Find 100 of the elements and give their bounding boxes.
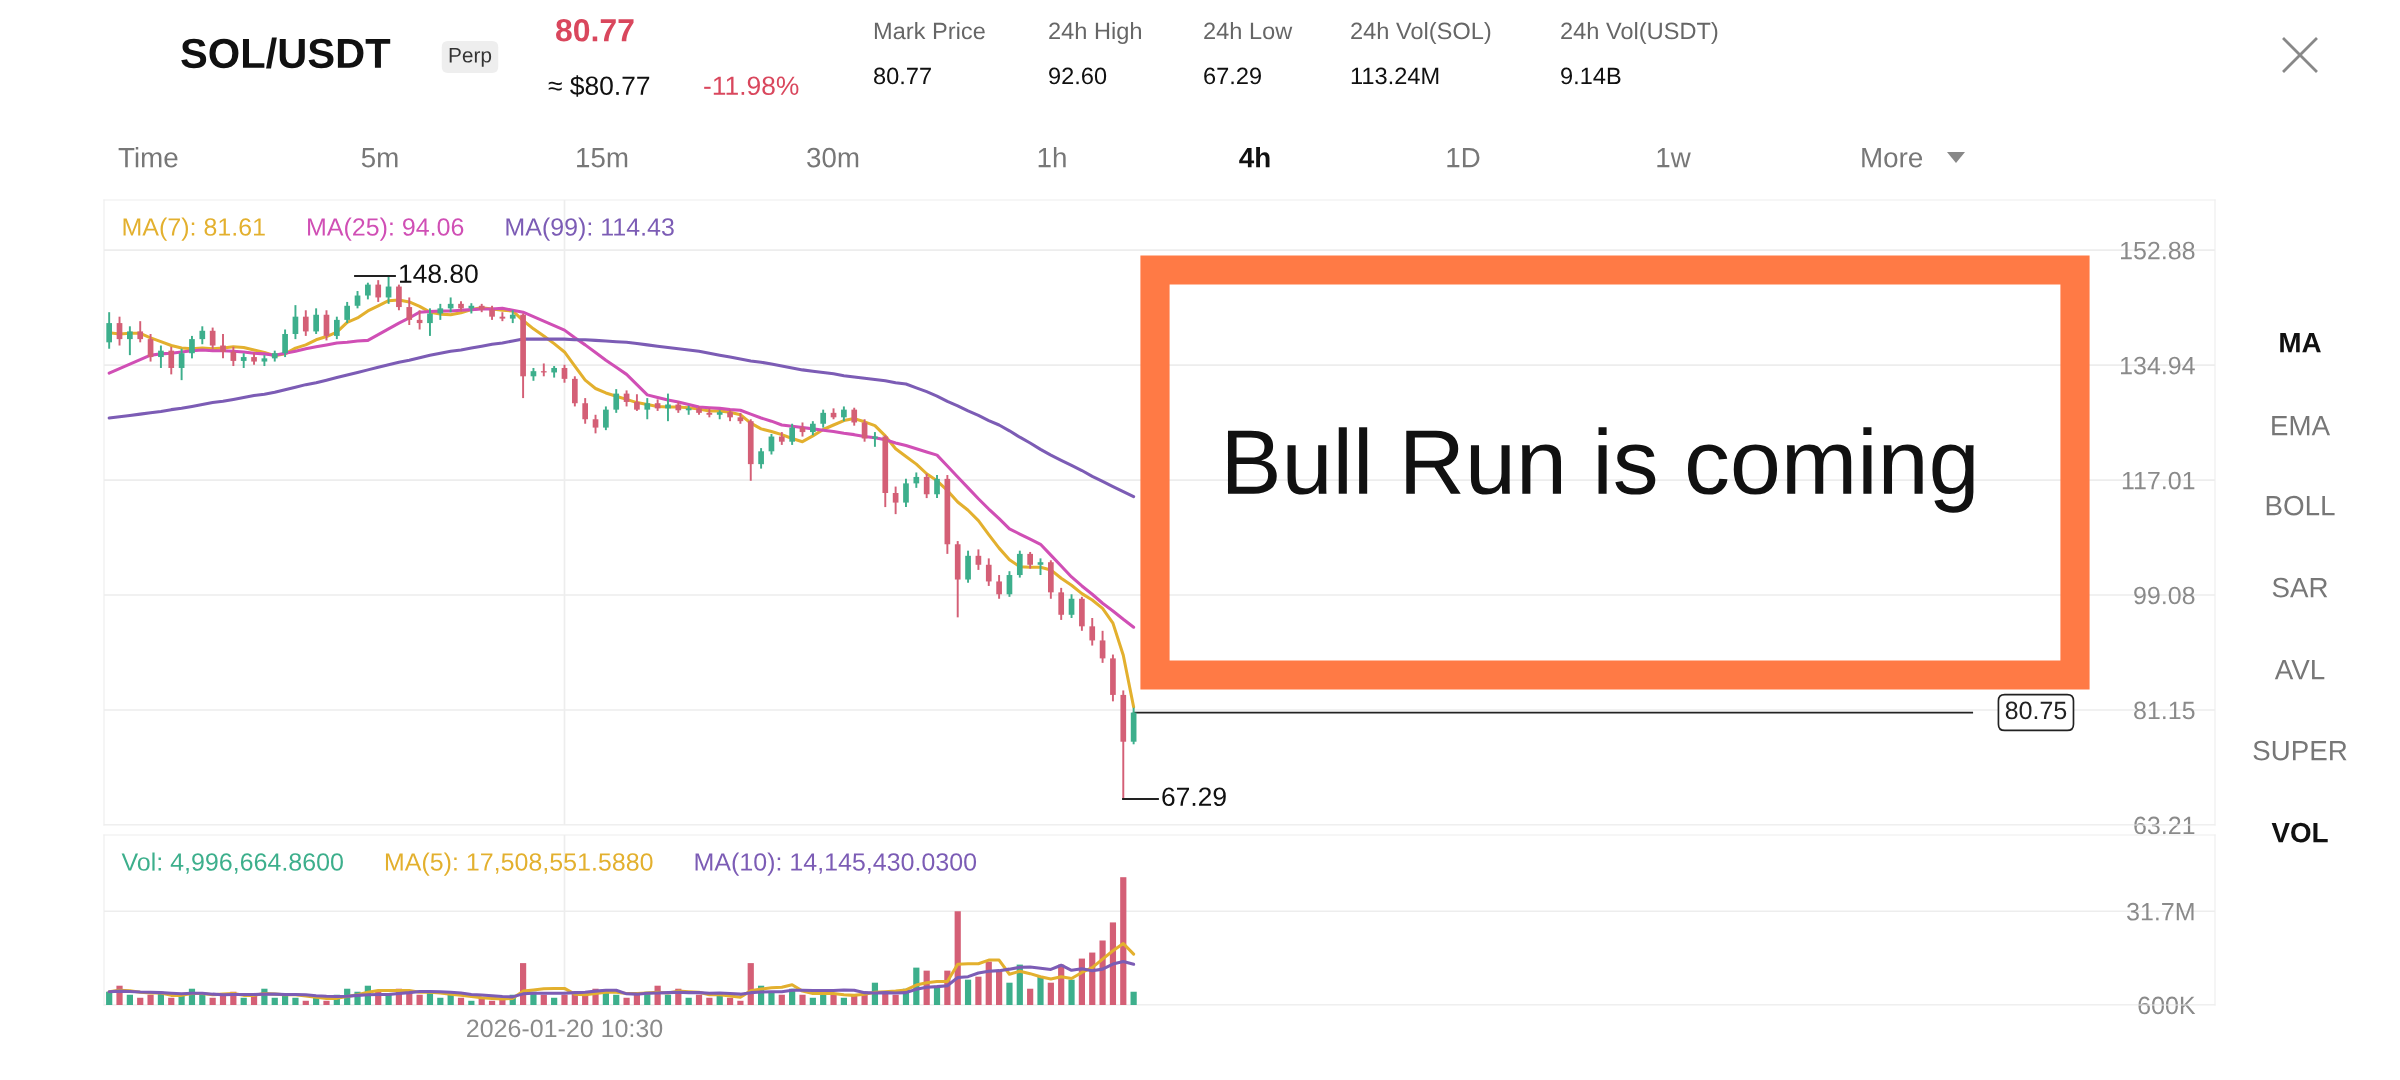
text: EMA (2272, 416, 2331, 436)
y-tick-label: 31.7M (2127, 902, 2194, 921)
bar (1027, 988, 1034, 1005)
bar (840, 997, 847, 1005)
candlestick (1016, 549, 1023, 579)
text: MA(7): 81.61 (123, 217, 265, 241)
bar (830, 994, 837, 1005)
y-tick-label: 152.88 (2121, 241, 2195, 260)
bar (799, 994, 806, 1005)
candlestick (582, 397, 589, 425)
text: 5m (361, 148, 398, 168)
bar (737, 1000, 744, 1005)
bar (726, 997, 734, 1005)
text: 67.29 (1204, 67, 1261, 85)
candlestick (158, 344, 164, 369)
text: 9.14B (1561, 67, 1621, 85)
candlestick (406, 296, 413, 326)
line-series (107, 960, 1136, 999)
candlestick (644, 397, 651, 421)
ref-line-label: 80.75 (2005, 701, 2067, 720)
candlestick (313, 307, 319, 335)
text: MA (2280, 333, 2321, 353)
candlestick (220, 333, 226, 360)
bar (168, 997, 175, 1005)
bar (1068, 979, 1075, 1005)
candlestick (603, 405, 609, 432)
bar (892, 994, 899, 1005)
text: SUPER (2253, 740, 2347, 761)
text: 1w (1657, 148, 1691, 168)
bar (540, 994, 547, 1005)
candlestick (168, 345, 175, 376)
candlestick (996, 574, 1002, 600)
bar (561, 994, 568, 1005)
text: 24h Vol(SOL) (1351, 22, 1491, 44)
text: 80.77 (556, 18, 634, 42)
candlestick (934, 474, 940, 500)
bar (996, 970, 1003, 1005)
candlestick (127, 325, 133, 357)
bar (1037, 976, 1044, 1005)
candlestick (1058, 586, 1065, 621)
text: MA(5): 17,508,551.5880 (385, 852, 653, 876)
bar (613, 994, 620, 1005)
bar (437, 997, 444, 1005)
text: More (1862, 148, 1923, 168)
bar (1006, 982, 1013, 1005)
bar (664, 994, 672, 1005)
candlestick (427, 307, 433, 337)
candlestick (396, 283, 402, 312)
bar (1047, 982, 1054, 1005)
bar (623, 997, 630, 1005)
candlestick (333, 315, 340, 341)
candlestick (189, 334, 195, 360)
candlestick (985, 557, 992, 587)
bar (685, 997, 692, 1005)
bar (778, 994, 785, 1005)
text: 1D (1447, 148, 1480, 168)
text: 30m (807, 147, 859, 168)
text: MA(99): 114.43 (506, 217, 674, 241)
candlestick (344, 300, 351, 325)
candlestick (1089, 617, 1096, 647)
text: MA(10): 14,145,430.0300 (695, 852, 977, 876)
candlestick (903, 477, 909, 509)
text: AVL (2274, 660, 2325, 680)
bar (468, 1000, 475, 1005)
bar (106, 991, 113, 1005)
text: SAR (2272, 577, 2328, 598)
bar (457, 997, 465, 1005)
candlestick (282, 328, 288, 359)
candlestick (758, 447, 764, 470)
text: 4h (1239, 147, 1270, 168)
text: Perp (449, 48, 492, 67)
candlestick (613, 388, 620, 414)
annotation: Bull Run is coming (1227, 427, 1974, 513)
candlestick (106, 311, 113, 350)
bar (147, 994, 154, 1005)
bar (385, 994, 392, 1005)
y-tick-label: 99.08 (2134, 586, 2195, 605)
bar (1130, 991, 1137, 1005)
y-tick-label: 134.94 (2121, 356, 2195, 375)
candlestick (302, 309, 309, 337)
y-tick-label: 63.21 (2134, 816, 2195, 835)
text: 15m (577, 148, 628, 168)
annotation: 67.29 (1162, 787, 1226, 807)
text: MA(25): 94.06 (308, 217, 464, 241)
bar (126, 994, 133, 1005)
bar (809, 997, 816, 1005)
text: 92.60 (1049, 67, 1107, 85)
bar (975, 976, 982, 1005)
bar (416, 994, 423, 1005)
bar (199, 994, 206, 1005)
text: VOL (2271, 822, 2328, 843)
candlestick (789, 422, 795, 446)
candlestick (137, 320, 144, 344)
candlestick (923, 472, 930, 500)
bar (706, 997, 713, 1005)
candlestick (892, 485, 899, 516)
candlestick (965, 549, 971, 584)
annotation: 148.80 (400, 264, 478, 284)
bar (292, 997, 299, 1005)
text: Time (118, 147, 178, 168)
